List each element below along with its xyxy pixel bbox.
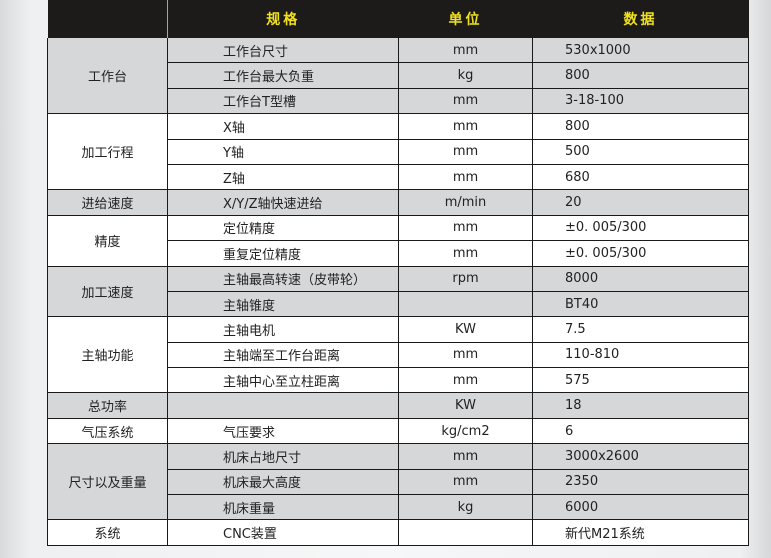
spec-cell: 气压要求 bbox=[167, 418, 399, 445]
spec-cell: 主轴端至工作台距离 bbox=[167, 342, 399, 369]
value-cell: 500 bbox=[532, 139, 749, 165]
header-unit: 单位 bbox=[398, 0, 533, 38]
category-cell: 工作台 bbox=[47, 38, 168, 115]
category-cell: 总功率 bbox=[47, 392, 168, 419]
table-row: 机床重量 kg 6000 bbox=[48, 494, 749, 521]
value-cell: BT40 bbox=[532, 291, 749, 318]
value-cell: 680 bbox=[532, 164, 749, 191]
table-row: 机床最大高度 mm 2350 bbox=[48, 469, 749, 496]
value-cell: 2350 bbox=[532, 469, 749, 496]
spec-cell bbox=[167, 392, 399, 419]
spec-cell: X轴 bbox=[167, 113, 399, 140]
value-cell: 8000 bbox=[532, 266, 749, 292]
value-cell: 新代M21系统 bbox=[532, 519, 749, 546]
unit-cell: mm bbox=[398, 139, 533, 165]
value-cell: ±0. 005/300 bbox=[532, 215, 749, 242]
table-row: 工作台最大负重 kg 800 bbox=[48, 62, 749, 89]
table-row: 主轴端至工作台距离 mm 110-810 bbox=[48, 342, 749, 369]
header-category bbox=[47, 0, 168, 38]
header-value: 数据 bbox=[532, 0, 749, 38]
table-row: 主轴功能 主轴电机 KW 7.5 bbox=[47, 316, 749, 394]
unit-cell: mm bbox=[398, 113, 533, 140]
value-cell: 6000 bbox=[532, 494, 749, 521]
table-row: 加工速度 主轴最高转速（皮带轮） rpm 8000 bbox=[47, 266, 749, 318]
table-row: 精度 定位精度 mm ±0. 005/300 bbox=[47, 215, 749, 267]
spec-cell: Z轴 bbox=[167, 164, 399, 191]
unit-cell: mm bbox=[398, 240, 533, 267]
unit-cell: kg bbox=[398, 494, 533, 521]
table-row: 工作台 工作台尺寸 mm 530x1000 bbox=[47, 38, 749, 115]
value-cell: 3-18-100 bbox=[532, 88, 749, 115]
header-row: 规格 单位 数据 bbox=[47, 0, 749, 38]
spec-cell: 工作台最大负重 bbox=[167, 62, 399, 89]
table-row: Y轴 mm 500 bbox=[48, 139, 749, 165]
table-row: 加工行程 X轴 mm 800 bbox=[47, 113, 749, 191]
value-cell: 575 bbox=[532, 367, 749, 394]
spec-cell: 主轴电机 bbox=[167, 316, 399, 343]
spec-table: 规格 单位 数据 工作台 工作台尺寸 mm 530x1000 工作台最大负重 kg 800 工… bbox=[47, 0, 749, 546]
table-row: 气压系统 气压要求 kg/cm2 6 bbox=[47, 418, 749, 445]
category-cell: 系统 bbox=[47, 519, 168, 546]
value-cell: 20 bbox=[532, 189, 749, 216]
table-row: 进给速度 X/Y/Z轴快速进给 m/min 20 bbox=[47, 189, 749, 216]
unit-cell: kg/cm2 bbox=[398, 418, 533, 445]
value-cell: 110-810 bbox=[532, 342, 749, 369]
unit-cell: KW bbox=[398, 316, 533, 343]
unit-cell: mm bbox=[398, 342, 533, 369]
spec-cell: 主轴锥度 bbox=[167, 291, 399, 318]
unit-cell bbox=[398, 291, 533, 318]
spec-cell: 主轴最高转速（皮带轮） bbox=[167, 266, 399, 292]
spec-cell: 机床最大高度 bbox=[167, 469, 399, 496]
unit-cell: m/min bbox=[398, 189, 533, 216]
table-row: 工作台T型槽 mm 3-18-100 bbox=[48, 88, 749, 115]
table-row: 主轴锥度 BT40 bbox=[48, 291, 749, 318]
table-row: 重复定位精度 mm ±0. 005/300 bbox=[48, 240, 749, 267]
spec-cell: CNC装置 bbox=[167, 519, 399, 546]
unit-cell bbox=[398, 519, 533, 546]
header-spec: 规格 bbox=[167, 0, 399, 38]
value-cell: 800 bbox=[532, 113, 749, 140]
table-row: 主轴中心至立柱距离 mm 575 bbox=[48, 367, 749, 394]
category-cell: 进给速度 bbox=[47, 189, 168, 216]
table-row: 尺寸以及重量 机床占地尺寸 mm 3000x2600 bbox=[47, 443, 749, 521]
table-row: 总功率 KW 18 bbox=[47, 392, 749, 419]
value-cell: 18 bbox=[532, 392, 749, 419]
value-cell: 530x1000 bbox=[532, 38, 749, 64]
unit-cell: kg bbox=[398, 62, 533, 89]
value-cell: ±0. 005/300 bbox=[532, 240, 749, 267]
unit-cell: rpm bbox=[398, 266, 533, 292]
category-cell: 加工速度 bbox=[47, 266, 168, 318]
category-cell: 加工行程 bbox=[47, 113, 168, 191]
category-cell: 气压系统 bbox=[47, 418, 168, 445]
table-row: Z轴 mm 680 bbox=[48, 164, 749, 191]
value-cell: 7.5 bbox=[532, 316, 749, 343]
spec-cell: 机床占地尺寸 bbox=[167, 443, 399, 470]
spec-cell: 重复定位精度 bbox=[167, 240, 399, 267]
unit-cell: mm bbox=[398, 367, 533, 394]
value-cell: 3000x2600 bbox=[532, 443, 749, 470]
unit-cell: mm bbox=[398, 164, 533, 191]
spec-cell: 定位精度 bbox=[167, 215, 399, 242]
category-cell: 主轴功能 bbox=[47, 316, 168, 394]
unit-cell: KW bbox=[398, 392, 533, 419]
value-cell: 800 bbox=[532, 62, 749, 89]
table-row: 系统 CNC装置 新代M21系统 bbox=[47, 519, 749, 546]
unit-cell: mm bbox=[398, 38, 533, 64]
category-cell: 尺寸以及重量 bbox=[47, 443, 168, 521]
value-cell: 6 bbox=[532, 418, 749, 445]
spec-cell: X/Y/Z轴快速进给 bbox=[167, 189, 399, 216]
category-cell: 精度 bbox=[47, 215, 168, 267]
spec-cell: 工作台尺寸 bbox=[167, 38, 399, 64]
spec-cell: Y轴 bbox=[167, 139, 399, 165]
unit-cell: mm bbox=[398, 88, 533, 115]
unit-cell: mm bbox=[398, 443, 533, 470]
unit-cell: mm bbox=[398, 215, 533, 242]
spec-cell: 主轴中心至立柱距离 bbox=[167, 367, 399, 394]
unit-cell: mm bbox=[398, 469, 533, 496]
spec-cell: 工作台T型槽 bbox=[167, 88, 399, 115]
spec-cell: 机床重量 bbox=[167, 494, 399, 521]
